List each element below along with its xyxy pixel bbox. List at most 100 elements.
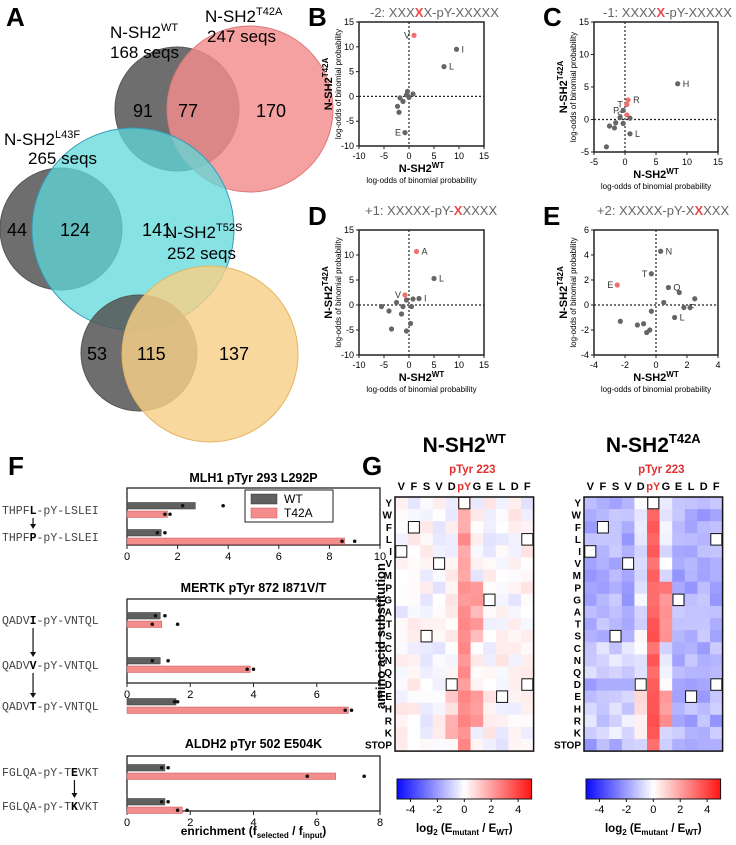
heatmap-cell xyxy=(445,593,459,607)
peptide-sequence: QADVV-pY-VNTQL xyxy=(2,660,99,673)
bar-wt xyxy=(126,612,161,620)
title-highlight: X xyxy=(694,203,703,218)
bar-wt xyxy=(126,502,196,510)
peptide-sequence: QADVI-pY-VNTQL xyxy=(2,615,99,628)
heatmap-cell xyxy=(697,533,711,546)
y-axis-sublabel: log-odds of binomial probability xyxy=(334,29,343,139)
heatmap-cell xyxy=(458,654,471,667)
heatmap-cell xyxy=(521,593,534,607)
heatmap-cell xyxy=(584,557,597,570)
y-tick-label: -5 xyxy=(581,147,589,157)
peptide-sequence: THPFL-pY-LSLEI xyxy=(2,505,99,518)
heatmap-cell xyxy=(647,605,660,619)
row-label: D xyxy=(385,680,392,691)
title-part: +2: XXXXX-pY-X xyxy=(597,203,695,218)
colorbar-segment xyxy=(660,779,663,799)
heatmap-cell xyxy=(634,666,648,679)
heatmap-cell xyxy=(432,666,446,679)
heatmap-cell xyxy=(710,521,723,534)
heatmap-cell xyxy=(672,557,686,570)
heatmap-cell xyxy=(609,533,623,546)
label-part: (E xyxy=(627,823,642,835)
label-sup: T42A xyxy=(321,57,330,77)
wild-type-cell xyxy=(710,678,723,691)
heatmap-cell xyxy=(647,630,660,643)
replicate-dot-wt xyxy=(153,613,158,618)
y-tick-label: 4 xyxy=(584,250,589,260)
heatmap-cell xyxy=(697,605,711,619)
heatmap-cell xyxy=(634,714,648,728)
heatmap-cell xyxy=(407,666,421,679)
venn-t42a-name: N-SH2T42A xyxy=(205,6,283,26)
panel-c-scatter: C -1: XXXXX-pY-XXXXX -5 0 5 10 15 -5 0 5 10 15 N-SH2… xyxy=(543,2,732,191)
heatmap-cell xyxy=(508,714,522,728)
heatmap-cell xyxy=(432,642,446,655)
heatmap-cell xyxy=(432,739,446,752)
title-part: XXXX xyxy=(462,203,497,218)
heatmap-cell xyxy=(710,569,723,582)
heatmap-cell xyxy=(621,714,635,728)
seq-part: -pY-VNTQL xyxy=(37,660,99,673)
heatmap-cell xyxy=(521,509,534,522)
data-point xyxy=(617,114,623,121)
position-label: V xyxy=(624,481,632,493)
data-point-T xyxy=(648,271,654,277)
data-point xyxy=(644,329,650,336)
heatmap-cell xyxy=(647,569,660,582)
y-axis-label: N-SH2T42A xyxy=(556,266,570,319)
heatmap-cell xyxy=(609,569,623,582)
heatmap-cell xyxy=(458,666,471,679)
position-label: L xyxy=(499,481,506,493)
colorbar-segment xyxy=(453,779,456,799)
data-point-F xyxy=(681,304,687,311)
data-point xyxy=(407,320,414,327)
heatmap-cell xyxy=(697,545,711,558)
heatmap-cell xyxy=(445,605,459,619)
heatmap-cell xyxy=(445,497,459,510)
heatmap-cell xyxy=(483,654,497,667)
data-point-I xyxy=(416,295,422,302)
colorbar-segment xyxy=(619,779,623,799)
colorbar-segment xyxy=(439,779,443,799)
bar-t42a xyxy=(126,510,168,518)
heatmap-cell xyxy=(445,569,459,582)
heatmap-cell xyxy=(495,533,509,546)
heatmap-cell xyxy=(621,666,635,679)
x-axis-label: N-SH2WT xyxy=(633,167,679,181)
venn-l43f-seqs: 265 seqs xyxy=(28,149,97,168)
colorbar-segment xyxy=(509,779,512,799)
title-highlight: X xyxy=(656,5,665,20)
heatmap-cell xyxy=(407,714,421,728)
heatmap-cell xyxy=(407,678,421,691)
y-axis-sublabel: log-odds of binomial probability xyxy=(569,32,578,142)
bar-t42a xyxy=(126,537,345,545)
heatmap-cell xyxy=(420,678,434,691)
bar-wt xyxy=(126,529,162,537)
colorbar-segment xyxy=(700,779,704,799)
colorbar-segment xyxy=(677,779,681,799)
heatmap-cell xyxy=(470,618,484,631)
seq-part: -pY-VNTQL xyxy=(37,701,99,714)
panel-a-label: A xyxy=(6,2,25,32)
heatmap-cell xyxy=(621,593,635,607)
heatmap-cell xyxy=(458,605,471,619)
heatmap-cell xyxy=(521,630,534,643)
heatmap-cell xyxy=(596,569,610,582)
bar-t42a xyxy=(126,620,163,628)
heatmap-cell xyxy=(621,533,635,546)
heatmap-cell xyxy=(395,593,408,607)
data-point-I xyxy=(453,46,460,52)
heatmap-cell xyxy=(470,569,484,582)
venn-overlap: 124 xyxy=(60,220,90,240)
replicate-dot-wt xyxy=(150,658,155,663)
colorbar-segment xyxy=(675,779,679,799)
heatmap-cell xyxy=(710,654,723,667)
position-label: pY xyxy=(646,481,661,493)
heatmap-cell xyxy=(495,521,509,534)
label-part: N-SH2 xyxy=(323,77,335,110)
bar-t42a xyxy=(126,806,183,814)
data-point xyxy=(394,103,401,109)
heatmap-cell xyxy=(609,702,623,716)
heatmap-cell xyxy=(621,678,635,691)
colorbar-segment xyxy=(473,779,476,799)
